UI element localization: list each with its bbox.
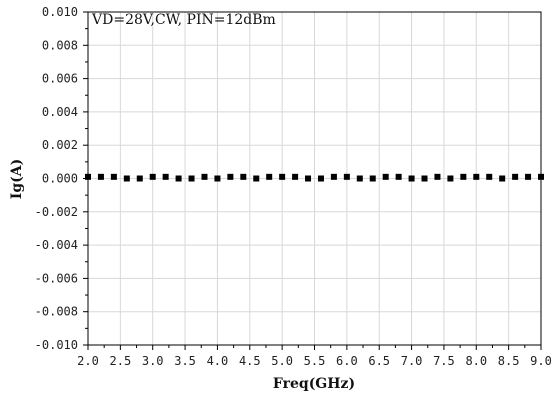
data-point-square (136, 175, 143, 182)
data-point-square (317, 175, 324, 182)
x-tick-label: 4.0 (207, 354, 229, 368)
data-point-square (201, 173, 208, 180)
data-point-square (292, 173, 299, 180)
y-tick-label: 0.006 (42, 72, 78, 86)
data-point-square (538, 173, 544, 180)
grid-lines (88, 12, 541, 345)
x-tick-label: 7.5 (433, 354, 455, 368)
data-point-square (382, 173, 389, 180)
y-tick-label: 0.002 (42, 138, 78, 152)
data-point-square (85, 173, 91, 180)
x-axis-label: Freq(GHz) (273, 376, 355, 392)
data-point-square (421, 175, 428, 182)
x-tick-label: 5.0 (271, 354, 293, 368)
data-point-square (279, 173, 286, 180)
data-point-square (473, 173, 480, 180)
data-point-square (188, 175, 195, 182)
y-tick-label: 0.004 (42, 105, 78, 119)
data-point-square (460, 173, 467, 180)
data-point-square (434, 173, 441, 180)
y-tick-label: 0.000 (42, 172, 78, 186)
data-point-square (240, 173, 247, 180)
data-point-square (149, 173, 156, 180)
x-tick-label: 8.0 (465, 354, 487, 368)
data-point-square (175, 175, 182, 182)
data-point-square (395, 173, 402, 180)
data-point-square (447, 175, 454, 182)
y-tick-label: 0.008 (42, 38, 78, 52)
x-tick-label: 6.0 (336, 354, 358, 368)
data-point-square (343, 173, 350, 180)
measurement-conditions-annotation: VD=28V,CW, PIN=12dBm (91, 12, 276, 28)
x-tick-label: 4.5 (239, 354, 261, 368)
x-tick-labels: 2.0 2.5 3.0 3.5 4.0 4.5 5.0 5.5 6.0 6.5 7.0 7.5 8.0 8… (77, 354, 552, 368)
x-tick-label: 9.0 (530, 354, 552, 368)
x-tick-label: 5.5 (304, 354, 326, 368)
y-tick-label: -0.010 (35, 338, 78, 352)
y-tick-label: -0.004 (35, 238, 78, 252)
y-tick-label: -0.002 (35, 205, 78, 219)
y-tick-label: -0.008 (35, 305, 78, 319)
data-point-square (110, 173, 117, 180)
y-tick-labels: 0.010 0.008 0.006 0.004 0.002 0.000 -0.002 -0.0… (35, 5, 78, 352)
data-point-square (356, 175, 363, 182)
data-point-square (305, 175, 312, 182)
y-tick-label: -0.006 (35, 271, 78, 285)
x-tick-label: 8.5 (498, 354, 520, 368)
x-tick-label: 2.5 (110, 354, 132, 368)
data-point-square (214, 175, 221, 182)
x-tick-label: 6.5 (368, 354, 390, 368)
data-point-square (408, 175, 415, 182)
data-markers (85, 173, 544, 182)
data-point-square (253, 175, 260, 182)
x-tick-label: 7.0 (401, 354, 423, 368)
data-point-square (512, 173, 519, 180)
data-point-square (525, 173, 532, 180)
data-point-square (162, 173, 169, 180)
data-point-square (123, 175, 130, 182)
data-point-square (227, 173, 234, 180)
data-point-square (97, 173, 104, 180)
x-tick-label: 2.0 (77, 354, 99, 368)
x-tick-label: 3.0 (142, 354, 164, 368)
data-point-square (486, 173, 493, 180)
data-point-square (330, 173, 337, 180)
x-tick-label: 3.5 (174, 354, 196, 368)
y-axis-label: Ig(A) (9, 159, 25, 199)
data-point-square (499, 175, 506, 182)
data-point-square (369, 175, 376, 182)
data-point-square (266, 173, 273, 180)
y-tick-label: 0.010 (42, 5, 78, 19)
